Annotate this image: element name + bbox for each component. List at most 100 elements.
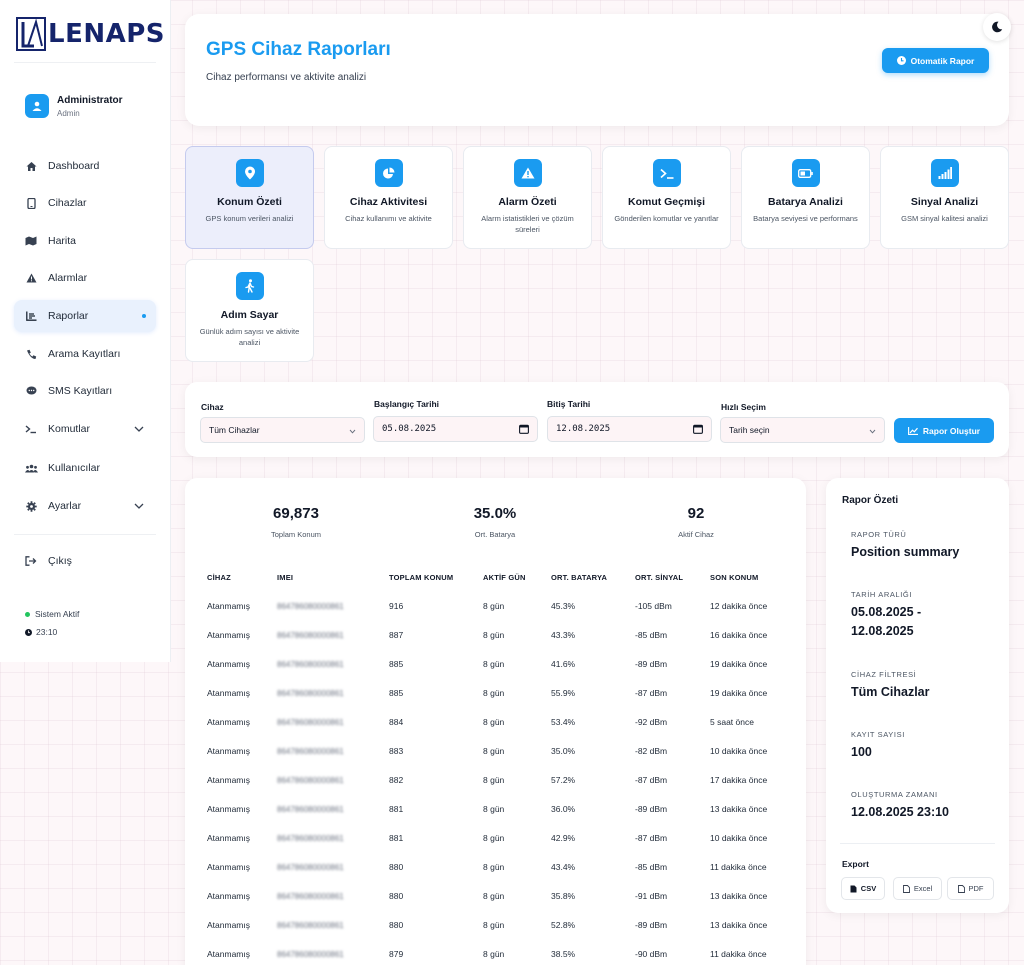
tile-title: Sinyal Analizi — [910, 196, 979, 208]
table-row[interactable]: Atanmamış 864786080000861 881 8 gün 42.9% -87… — [185, 823, 806, 852]
generate-report-button[interactable]: Rapor Oluştur — [894, 418, 994, 443]
export-pdf-label: PDF — [968, 884, 984, 893]
battery-icon — [791, 159, 820, 187]
theme-toggle-button[interactable] — [983, 13, 1011, 41]
table-row[interactable]: Atanmamış 864786080000861 884 8 gün 53.4% -92… — [185, 707, 806, 736]
calendar-icon[interactable] — [693, 424, 703, 437]
avg-signal-cell: -92 dBm — [635, 716, 668, 727]
table-row[interactable]: Atanmamış 864786080000861 882 8 gün 57.2% -87… — [185, 765, 806, 794]
sidebar-item-arama-kayitlari[interactable]: Arama Kayıtları — [14, 338, 156, 370]
sidebar-item-alarmlar[interactable]: Alarmlar — [14, 262, 156, 294]
quick-select[interactable]: Tarih seçin — [720, 417, 885, 443]
report-type-konum-ozeti[interactable]: Konum Özeti GPS konum verileri analizi — [185, 146, 314, 249]
logout-label: Çıkış — [48, 555, 72, 567]
total-locations-cell: 880 — [389, 890, 404, 901]
home-icon — [24, 159, 38, 173]
device-cell: Atanmamış — [207, 774, 250, 785]
column-header[interactable]: IMEI — [277, 572, 294, 582]
sidebar-item-ayarlar[interactable]: Ayarlar — [14, 490, 156, 522]
report-type-komut-gecmisi[interactable]: Komut Geçmişi Gönderilen komutlar ve yan… — [602, 146, 731, 249]
stat-total-locations: 69,873 Toplam Konum — [206, 505, 386, 539]
export-csv-button[interactable]: CSV — [841, 877, 885, 900]
clock-icon — [25, 628, 32, 636]
location-pin-icon — [235, 159, 264, 187]
avg-signal-cell: -105 dBm — [635, 600, 672, 611]
end-date-input[interactable]: 12.08.2025 — [547, 416, 712, 442]
active-days-cell: 8 gün — [483, 745, 505, 756]
chart-icon — [24, 309, 38, 323]
export-pdf-button[interactable]: PDF — [947, 877, 994, 900]
table-row[interactable]: Atanmamış 864786080000861 887 8 gün 43.3% -85… — [185, 620, 806, 649]
logo[interactable]: LENAPS — [16, 16, 165, 52]
stat-avg-battery: 35.0% Ort. Batarya — [405, 505, 585, 539]
call-icon — [24, 347, 38, 361]
avg-signal-cell: -89 dBm — [635, 919, 668, 930]
sidebar-item-kullanicilar[interactable]: Kullanıcılar — [14, 452, 156, 484]
column-header[interactable]: TOPLAM KONUM — [389, 572, 454, 582]
report-type-cihaz-aktivitesi[interactable]: Cihaz Aktivitesi Cihaz kullanımı ve akti… — [324, 146, 453, 249]
sidebar-item-raporlar[interactable]: Raporlar — [14, 300, 156, 332]
logout-button[interactable]: Çıkış — [14, 545, 156, 577]
table-row[interactable]: Atanmamış 864786080000861 881 8 gün 36.0% -89… — [185, 794, 806, 823]
sidebar-item-dashboard[interactable]: Dashboard — [14, 150, 156, 182]
imei-cell: 864786080000861 — [277, 823, 389, 852]
report-summary: Rapor Özeti RAPOR TÜRÜ Position summary … — [826, 478, 1009, 913]
start-date-input[interactable]: 05.08.2025 — [373, 416, 538, 442]
avg-battery-cell: 43.4% — [551, 861, 576, 872]
chevron-down-icon[interactable] — [134, 500, 144, 512]
clock-icon — [896, 56, 906, 65]
column-header[interactable]: ORT. SİNYAL — [635, 572, 684, 582]
table-row[interactable]: Atanmamış 864786080000861 880 8 gün 43.4% -85… — [185, 852, 806, 881]
auto-report-button[interactable]: Otomatik Rapor — [882, 48, 989, 73]
sidebar-item-cihazlar[interactable]: Cihazlar — [14, 187, 156, 219]
imei-cell: 864786080000861 — [277, 910, 389, 939]
column-header[interactable]: SON KONUM — [710, 572, 759, 582]
end-date-label: Bitiş Tarihi — [547, 399, 591, 409]
imei-cell: 864786080000861 — [277, 736, 389, 765]
sidebar-item-komutlar[interactable]: Komutlar — [14, 413, 156, 445]
chevron-down-icon[interactable] — [134, 423, 144, 435]
table-row[interactable]: Atanmamış 864786080000861 885 8 gün 41.6% -89… — [185, 649, 806, 678]
report-type-alarm-ozeti[interactable]: Alarm Özeti Alarm istatistikleri ve çözü… — [463, 146, 592, 249]
table-row[interactable]: Atanmamış 864786080000861 879 8 gün 38.5% -90… — [185, 939, 806, 965]
report-type-batarya-analizi[interactable]: Batarya Analizi Batarya seviyesi ve perf… — [741, 146, 870, 249]
sidebar-item-label: Harita — [48, 235, 77, 247]
avg-battery-cell: 36.0% — [551, 803, 576, 814]
stat-active-devices: 92 Aktif Cihaz — [606, 505, 786, 539]
user-name: Administrator — [57, 94, 123, 106]
sidebar-item-sms-kayitlari[interactable]: SMS Kayıtları — [14, 375, 156, 407]
active-days-cell: 8 gün — [483, 948, 505, 959]
table-row[interactable]: Atanmamış 864786080000861 880 8 gün 35.8% -91… — [185, 881, 806, 910]
calendar-icon[interactable] — [519, 424, 529, 437]
avg-battery-cell: 41.6% — [551, 658, 576, 669]
device-select[interactable]: Tüm Cihazlar — [200, 417, 365, 443]
column-header[interactable]: AKTİF GÜN — [483, 572, 526, 582]
table-row[interactable]: Atanmamış 864786080000861 880 8 gün 52.8% -89… — [185, 910, 806, 939]
chevron-down-icon — [869, 426, 876, 436]
logo-text: LENAPS — [48, 19, 165, 49]
last-location-cell: 5 saat önce — [710, 716, 754, 727]
imei-value: 864786080000861 — [277, 920, 344, 930]
column-header[interactable]: CİHAZ — [207, 572, 231, 582]
report-type-adim-sayar[interactable]: Adım Sayar Günlük adım sayısı ve aktivit… — [185, 259, 314, 362]
avg-signal-cell: -91 dBm — [635, 890, 668, 901]
user-profile[interactable]: Administrator Admin — [25, 94, 123, 118]
table-row[interactable]: Atanmamış 864786080000861 883 8 gün 35.0% -82… — [185, 736, 806, 765]
record-count-value: 100 — [851, 745, 872, 759]
last-location-cell: 13 dakika önce — [710, 890, 768, 901]
users-icon — [24, 461, 38, 475]
avg-battery-cell: 35.0% — [551, 745, 576, 756]
table-row[interactable]: Atanmamış 864786080000861 885 8 gün 55.9% -87… — [185, 678, 806, 707]
report-filters: Cihaz Tüm Cihazlar Başlangıç Tarihi 05.0… — [185, 382, 1009, 457]
imei-value: 864786080000861 — [277, 717, 344, 727]
total-locations-cell: 881 — [389, 803, 404, 814]
export-excel-label: Excel — [913, 884, 933, 893]
sidebar-item-harita[interactable]: Harita — [14, 225, 156, 257]
report-type-sinyal-analizi[interactable]: Sinyal Analizi GSM sinyal kalitesi anali… — [880, 146, 1009, 249]
active-days-cell: 8 gün — [483, 890, 505, 901]
table-row[interactable]: Atanmamış 864786080000861 916 8 gün 45.3% -10… — [185, 591, 806, 620]
avg-battery-cell: 53.4% — [551, 716, 576, 727]
export-excel-button[interactable]: Excel — [893, 877, 942, 900]
avg-battery-cell: 38.5% — [551, 948, 576, 959]
column-header[interactable]: ORT. BATARYA — [551, 572, 608, 582]
